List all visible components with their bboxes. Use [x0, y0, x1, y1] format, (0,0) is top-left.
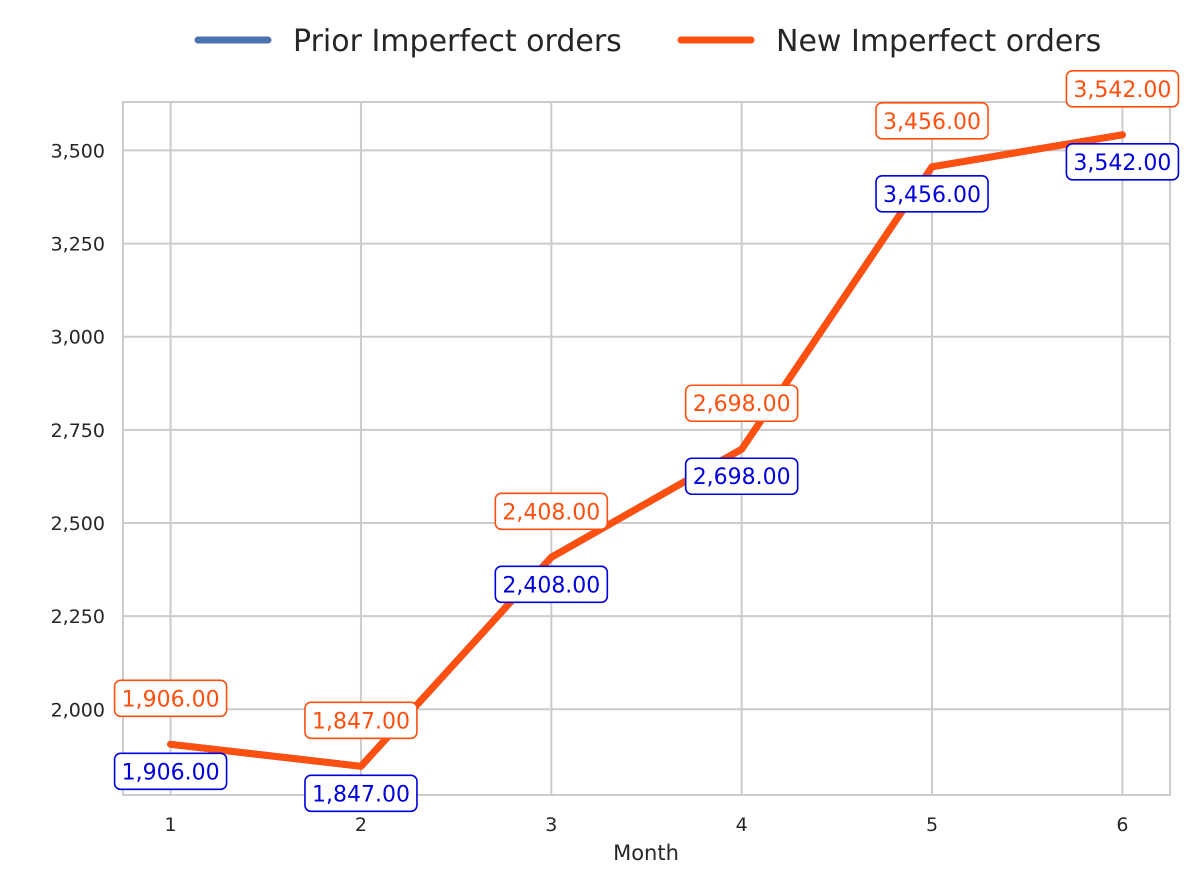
legend: Prior Imperfect orders New Imperfect ord… — [194, 24, 1101, 59]
data-label-prior: 3,542.00 — [1065, 142, 1180, 181]
data-label-text: 2,698.00 — [693, 465, 791, 490]
data-label-box — [684, 457, 799, 496]
x-axis-title: Month — [613, 841, 679, 865]
data-label-box — [113, 679, 228, 718]
data-label-box — [1065, 142, 1180, 181]
x-tick-label: 2 — [355, 814, 367, 836]
data-label-prior: 3,456.00 — [875, 175, 989, 213]
data-label-new: 3,542.00 — [1065, 69, 1180, 108]
data-label-prior: 1,847.00 — [304, 774, 418, 813]
x-tick-label: 6 — [1116, 814, 1128, 836]
y-tick-label: 2,000 — [51, 699, 105, 721]
x-tick-label: 3 — [545, 814, 557, 836]
plot-frame — [122, 101, 1171, 796]
data-label-box — [1065, 69, 1180, 108]
series-line-new — [167, 131, 1126, 770]
data-label-box — [875, 102, 989, 140]
data-label-new: 2,698.00 — [684, 384, 799, 423]
x-tick-label: 5 — [926, 814, 938, 836]
data-label-box — [494, 492, 609, 531]
y-tick-label: 3,000 — [51, 327, 105, 349]
data-label-text: 2,698.00 — [693, 392, 791, 417]
data-label-text: 1,906.00 — [122, 687, 220, 712]
data-label-box — [875, 175, 989, 213]
data-label-text: 2,408.00 — [502, 573, 600, 598]
data-label-new: 3,456.00 — [875, 102, 989, 140]
data-label-text: 3,542.00 — [1073, 78, 1171, 103]
data-label-box — [494, 565, 609, 604]
data-label-box — [304, 774, 418, 813]
data-label-text: 2,408.00 — [502, 500, 600, 525]
y-tick-label: 3,250 — [51, 234, 105, 256]
data-label-text: 3,542.00 — [1073, 151, 1171, 176]
data-label-text: 1,906.00 — [122, 760, 220, 785]
x-tick-label: 4 — [736, 814, 748, 836]
data-label-box — [304, 701, 418, 740]
data-label-text: 1,847.00 — [312, 782, 410, 807]
data-label-new: 1,906.00 — [113, 679, 228, 718]
data-label-text: 1,847.00 — [312, 709, 410, 734]
y-tick-label: 2,750 — [51, 420, 105, 442]
y-tick-label: 2,500 — [51, 513, 105, 535]
data-labels: 1,906.00 1,847.00 2,408.00 2,698.00 3,456.00… — [113, 69, 1180, 813]
data-label-new: 1,847.00 — [304, 701, 418, 740]
x-axis: 1 2 3 4 5 6 — [165, 814, 1129, 836]
data-label-text: 3,456.00 — [883, 183, 981, 208]
data-label-prior: 2,408.00 — [494, 565, 609, 604]
series-line-prior — [167, 131, 1126, 770]
data-label-prior: 2,698.00 — [684, 457, 799, 496]
y-axis: 2,000 2,250 2,500 2,750 3,000 3,250 3,500 — [51, 140, 105, 721]
gridlines — [123, 102, 1170, 795]
legend-label-new: New Imperfect orders — [776, 24, 1101, 59]
data-label-box — [113, 752, 228, 791]
legend-label-prior: Prior Imperfect orders — [293, 24, 622, 59]
y-tick-label: 2,250 — [51, 606, 105, 628]
data-label-prior: 1,906.00 — [113, 752, 228, 791]
data-label-new: 2,408.00 — [494, 492, 609, 531]
series-lines — [167, 131, 1126, 770]
y-tick-label: 3,500 — [51, 140, 105, 162]
data-label-box — [684, 384, 799, 423]
data-label-text: 3,456.00 — [883, 110, 981, 135]
x-tick-label: 1 — [165, 814, 177, 836]
